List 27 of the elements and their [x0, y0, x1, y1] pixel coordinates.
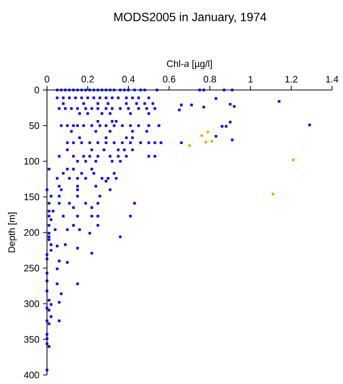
x-tick-label: 1: [248, 76, 253, 82]
chart-title: MODS2005 in January, 1974: [114, 12, 266, 24]
y-tick-label: 100: [24, 158, 40, 165]
x-tick-label: 0.4: [122, 76, 135, 82]
x-tick-label: 1.2: [285, 76, 298, 82]
x-tick-label: 0.6: [162, 76, 176, 82]
y-tick-label: 50: [29, 122, 40, 129]
x-tick-label: 0: [44, 76, 50, 82]
x-axis-title: Chl-a [µg/l]: [167, 60, 212, 69]
x-tick-label: 0.8: [204, 76, 216, 82]
y-tick-label: 350: [24, 336, 40, 343]
point: [206, 130, 210, 134]
y-tick-label: 250: [24, 264, 40, 272]
x-tick-label: 1.4: [326, 76, 338, 82]
y-tick-label: 150: [24, 194, 40, 200]
y-tick-label: 300: [24, 300, 40, 308]
y-tick-label: 400: [24, 372, 40, 378]
y-tick-label: 200: [24, 229, 40, 236]
y-tick-label: 0: [34, 86, 40, 94]
y-axis-title: Depth [m]: [8, 212, 17, 252]
point: [204, 140, 208, 144]
point: [200, 134, 204, 137]
point: [292, 158, 295, 162]
x-tick-label: 0.2: [82, 76, 94, 82]
point: [210, 140, 214, 143]
point: [188, 144, 191, 147]
point: [272, 192, 274, 196]
